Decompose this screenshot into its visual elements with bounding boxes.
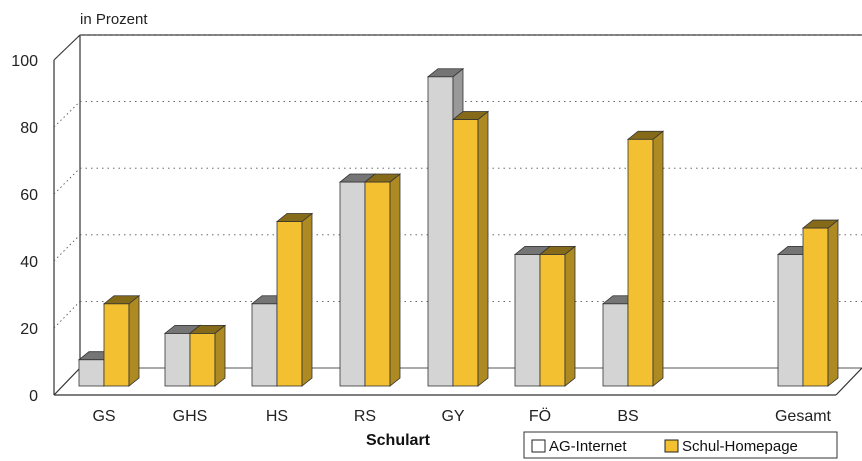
bar-front [103, 303, 130, 387]
bar-bs-schul-homepage [626, 130, 665, 387]
bar-top [363, 173, 402, 183]
bar-front [452, 119, 479, 387]
bar-top [102, 295, 141, 305]
y-tick-label: 20 [20, 321, 38, 338]
bar-top [626, 130, 665, 140]
bar-front [276, 221, 303, 387]
bars [77, 67, 840, 387]
y-axis-ticks: 0 20 40 60 80 100 [11, 53, 38, 405]
bar-front [802, 227, 829, 387]
x-category-label: GHS [173, 408, 208, 425]
x-category-label: RS [354, 408, 376, 425]
x-category-label: BS [617, 408, 638, 425]
bar-front [189, 332, 216, 387]
x-category-label: GY [441, 408, 464, 425]
bar-front [364, 181, 391, 387]
bar-gy-schul-homepage [451, 110, 490, 387]
bar-side [564, 245, 576, 387]
y-axis-label: in Prozent [80, 11, 148, 28]
bar-side [214, 324, 226, 387]
bar-hs-schul-homepage [275, 212, 314, 387]
bar-side [477, 110, 489, 387]
legend-swatch-ag-internet [531, 439, 546, 453]
legend-swatch-schul-homepage [664, 439, 679, 453]
bar-top [426, 68, 465, 78]
bar-front [539, 253, 566, 387]
bar-front [427, 76, 454, 387]
grid-line-side [53, 34, 81, 61]
bar-top [188, 324, 227, 334]
x-category-label: FÖ [529, 407, 551, 425]
bar-front [627, 138, 654, 387]
bar-gs-schul-homepage [102, 294, 141, 387]
bar-side [652, 130, 664, 387]
bar-front [514, 253, 541, 387]
bar-side [128, 294, 140, 387]
legend-label-schul-homepage: Schul-Homepage [682, 438, 798, 455]
x-category-label: Gesamt [775, 408, 832, 425]
y-tick-label: 100 [11, 53, 38, 70]
bar-side [389, 173, 401, 387]
bar-front [777, 253, 804, 387]
bar-fö-schul-homepage [538, 245, 577, 387]
bar-front [164, 332, 191, 387]
bar-side [301, 212, 313, 387]
grid-line-side [53, 301, 81, 329]
bar-front [78, 359, 105, 387]
bar-front [602, 303, 629, 387]
y-tick-label: 40 [20, 254, 38, 271]
y-tick-label: 60 [20, 187, 38, 204]
bar-gesamt-schul-homepage [801, 219, 840, 387]
y-tick-label: 80 [20, 120, 38, 137]
bar-rs-schul-homepage [363, 173, 402, 387]
grid-line-side [53, 167, 81, 195]
bar-ghs-schul-homepage [188, 324, 227, 387]
legend-box [523, 431, 838, 459]
x-axis-label: Schulart [366, 432, 431, 449]
bar-front [251, 303, 278, 387]
bar-top [275, 213, 314, 222]
bar-top [801, 219, 840, 229]
legend: AG-Internet Schul-Homepage [523, 431, 838, 459]
x-category-label: HS [266, 408, 288, 425]
grid-line-side [53, 234, 81, 262]
bar-top [538, 245, 577, 255]
x-axis-categories: GS GHS HS RS GY FÖ BS Gesamt [92, 407, 831, 425]
x-category-label: GS [92, 408, 115, 425]
y-tick-label: 0 [29, 388, 38, 405]
legend-label-ag-internet: AG-Internet [549, 438, 627, 455]
grid-line-side [53, 101, 81, 128]
bar-side [827, 219, 839, 387]
bar-top [451, 111, 490, 120]
bar-front [339, 181, 366, 387]
